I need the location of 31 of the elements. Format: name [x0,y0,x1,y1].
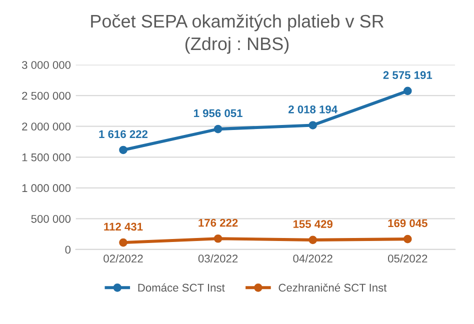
y-tick-label: 1 500 000 [22,153,71,162]
y-tick-label: 0 [65,246,71,254]
legend-label: Domáce SCT Inst [138,283,225,292]
legend-label: Cezhraničné SCT Inst [278,283,387,292]
data-label: 1 616 222 [99,130,148,138]
point [119,146,128,154]
data-label: 155 429 [293,220,333,228]
data-label: 2 575 191 [383,71,432,80]
data-label: 112 431 [104,222,143,231]
x-tick-label: 05/2022 [388,254,428,263]
chart-subtitle: (Zdroj : NBS) [185,36,289,54]
point [214,234,222,243]
point [403,234,412,244]
point [403,86,412,96]
data-label: 176 222 [198,218,238,227]
x-tick-label: 04/2022 [293,254,332,263]
point [308,121,318,130]
y-tick-label: 500 000 [31,214,71,223]
data-label: 2 018 194 [288,105,338,114]
y-tick-label: 3 000 000 [22,61,71,69]
data-label: 169 045 [388,219,428,228]
point [308,236,318,244]
point [119,238,128,247]
y-tick-label: 2 500 000 [22,92,71,100]
chart-title: Počet SEPA okamžitých platieb v SR [91,14,384,32]
x-tick-label: 02/2022 [104,254,143,263]
y-tick-label: 2 000 000 [22,122,71,130]
x-tick-label: 03/2022 [198,254,238,263]
data-label: 1 956 051 [194,109,242,118]
point [214,124,222,134]
y-tick-label: 1 000 000 [22,184,71,192]
